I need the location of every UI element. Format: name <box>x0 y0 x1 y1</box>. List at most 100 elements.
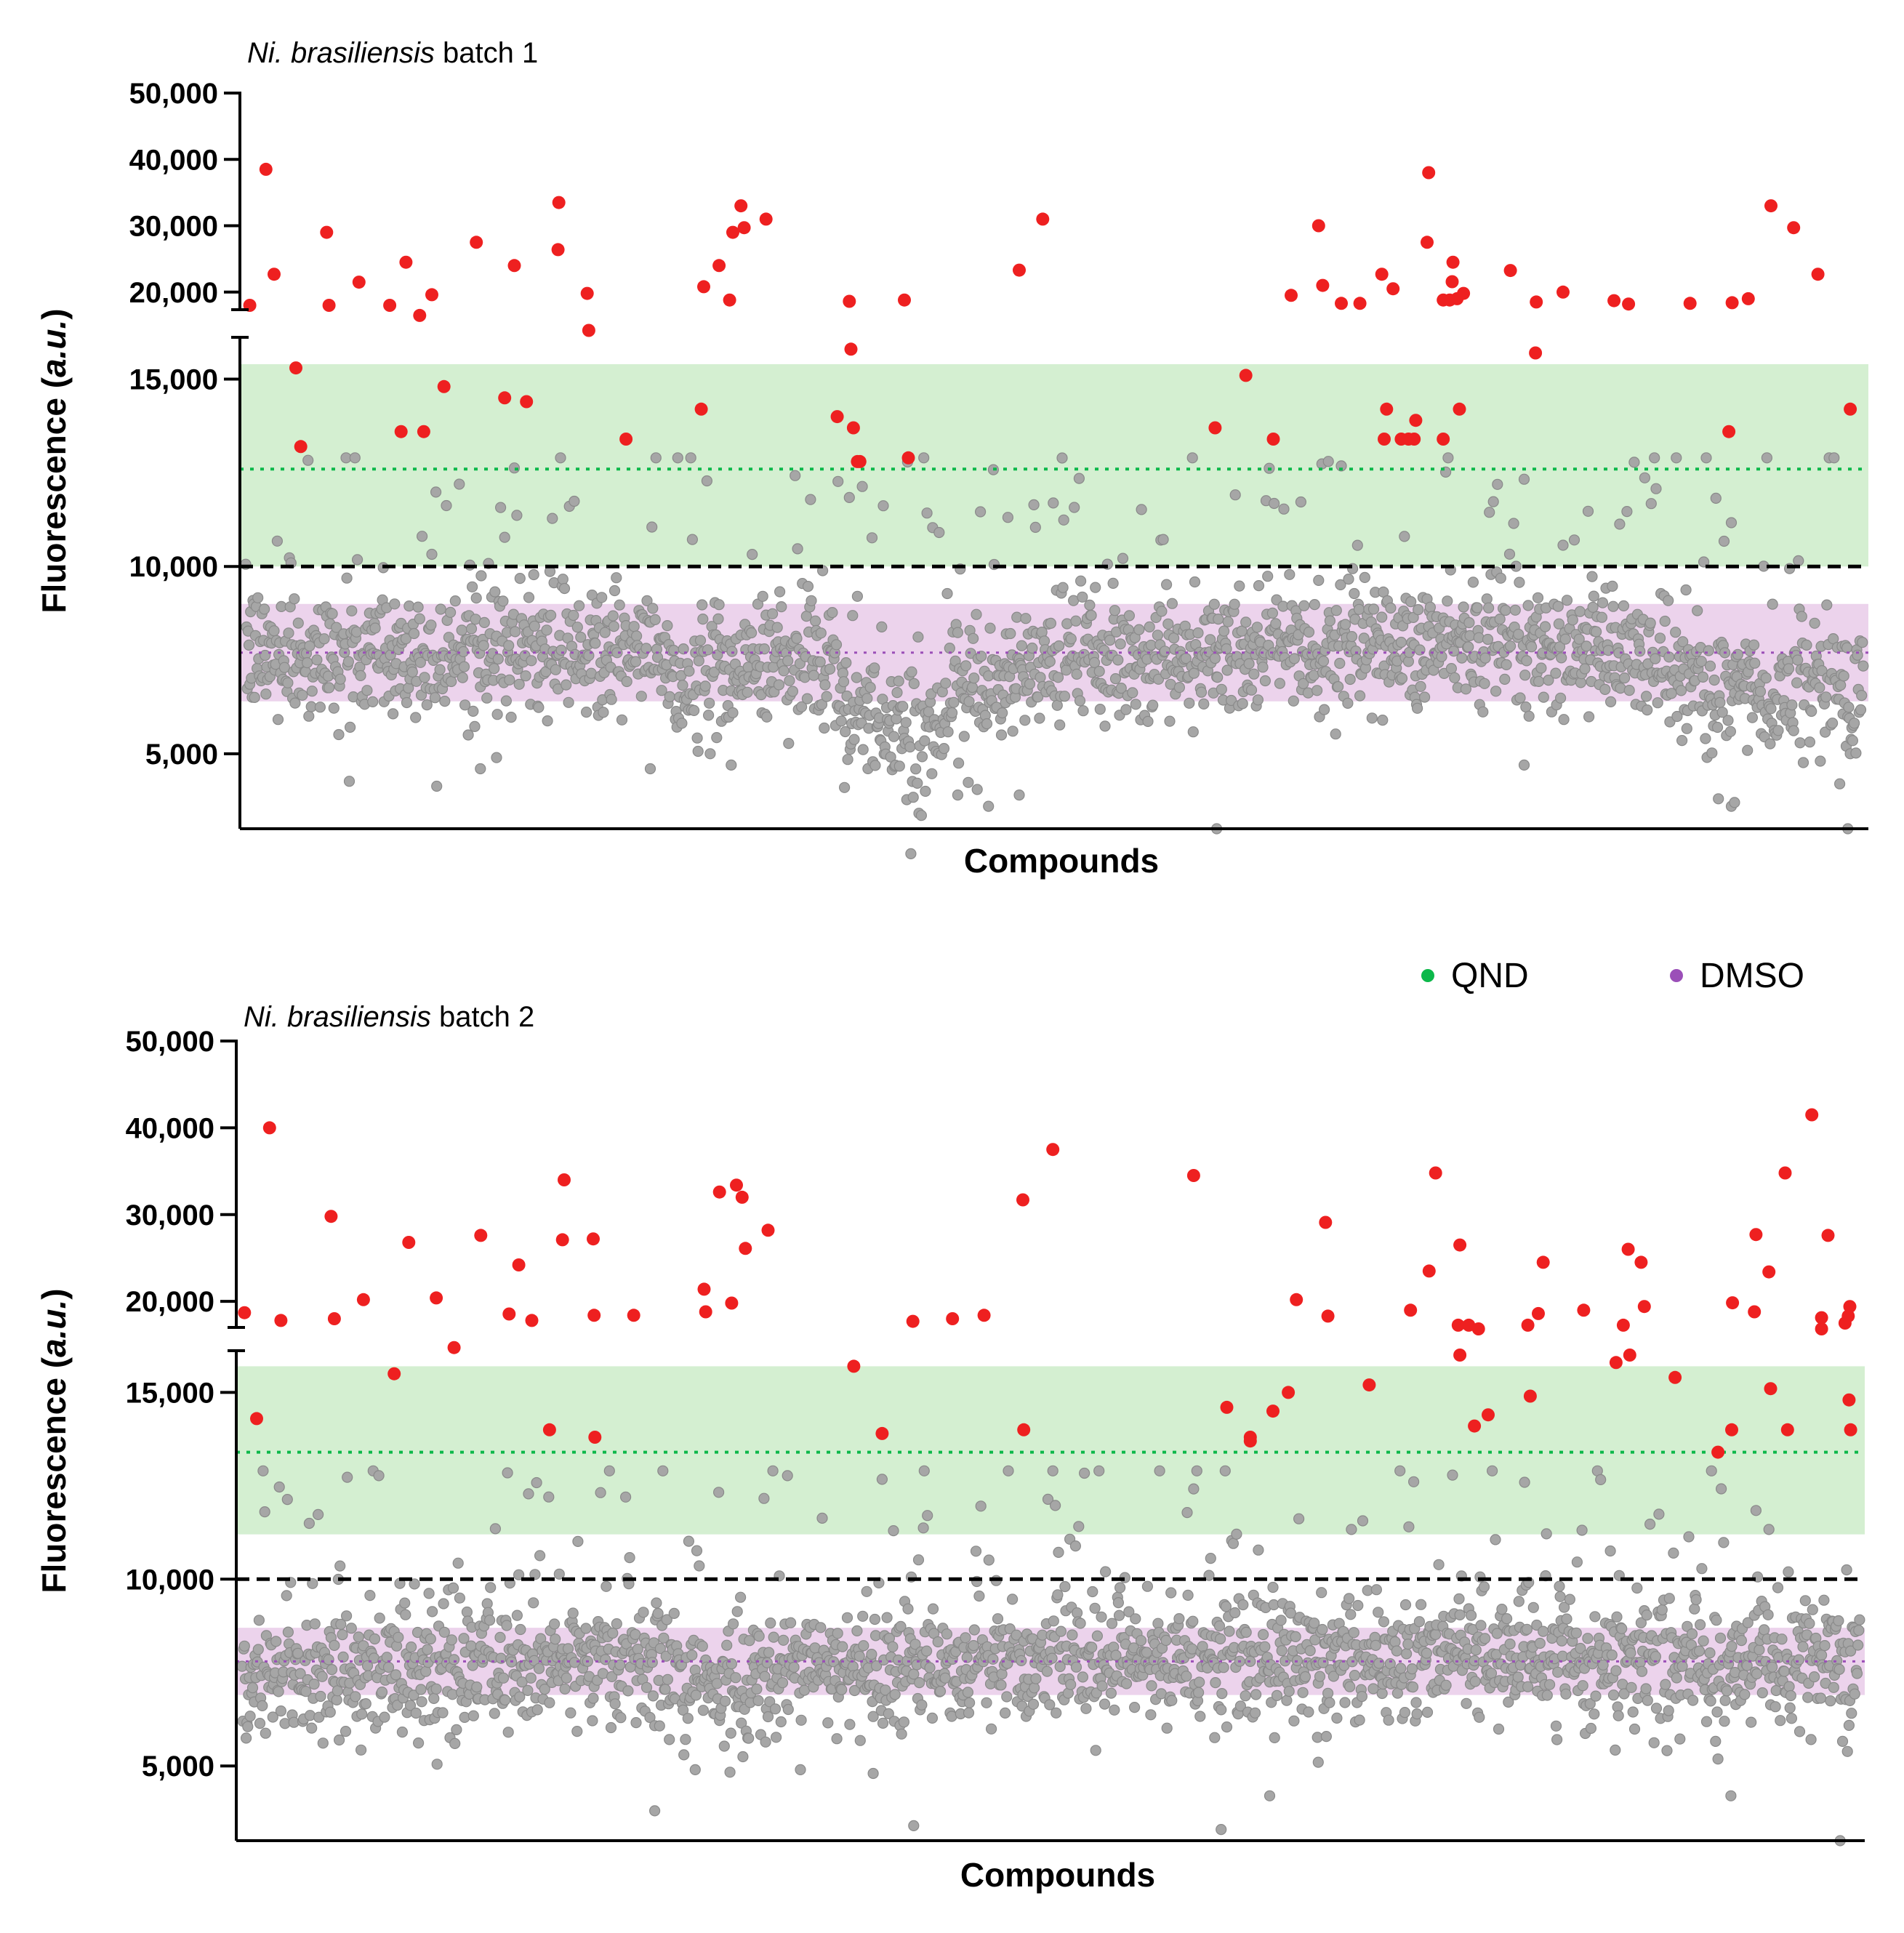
hit-point <box>238 1306 252 1319</box>
non-hit-point <box>268 625 280 637</box>
non-hit-point <box>437 1707 449 1719</box>
non-hit-point <box>306 686 318 697</box>
hit-point <box>1266 433 1280 446</box>
non-hit-point <box>243 639 255 651</box>
non-hit-point <box>444 606 457 619</box>
non-hit-point <box>836 1684 848 1695</box>
non-hit-point <box>1697 671 1709 683</box>
panel-title: Ni. brasiliensis batch 1 <box>247 37 538 69</box>
non-hit-point <box>1344 673 1356 686</box>
y-tick-label: 15,000 <box>126 1377 214 1409</box>
non-hit-point <box>1460 683 1472 695</box>
non-hit-point <box>912 777 923 789</box>
non-hit-point <box>1710 492 1722 505</box>
non-hit-point <box>1746 1716 1757 1728</box>
non-hit-point <box>1552 1666 1564 1678</box>
non-hit-point <box>1157 534 1169 545</box>
hit-point <box>394 425 408 438</box>
non-hit-point <box>678 1749 690 1761</box>
non-hit-point <box>851 1625 863 1636</box>
non-hit-point <box>595 1487 606 1498</box>
non-hit-point <box>466 581 478 592</box>
non-hit-point <box>926 1712 939 1724</box>
non-hit-point <box>447 1582 459 1594</box>
non-hit-point <box>1793 555 1804 567</box>
non-hit-point <box>457 672 468 683</box>
non-hit-point <box>816 1512 828 1524</box>
non-hit-point <box>1505 640 1517 652</box>
non-hit-point <box>1792 654 1804 666</box>
non-hit-point <box>1107 577 1119 590</box>
non-hit-point <box>609 1698 621 1710</box>
non-hit-point <box>975 1500 987 1512</box>
non-hit-point <box>381 1652 393 1663</box>
non-hit-point <box>1550 1720 1562 1732</box>
non-hit-point <box>1399 531 1410 542</box>
non-hit-point <box>1221 664 1233 676</box>
non-hit-point <box>694 1560 705 1572</box>
non-hit-point <box>1722 715 1734 726</box>
non-hit-point <box>1349 587 1360 600</box>
non-hit-point <box>505 711 517 723</box>
hit-point <box>1375 268 1389 281</box>
non-hit-point <box>922 1510 933 1522</box>
non-hit-point <box>1534 1637 1546 1649</box>
non-hit-point <box>1705 1695 1716 1707</box>
non-hit-point <box>1030 1673 1042 1684</box>
non-hit-point <box>1096 1680 1108 1692</box>
non-hit-point <box>1479 1633 1491 1644</box>
non-hit-point <box>1339 1697 1351 1708</box>
non-hit-point <box>1838 670 1849 682</box>
non-hit-point <box>1490 686 1502 697</box>
non-hit-point <box>1469 1676 1481 1687</box>
non-hit-point <box>1719 1695 1731 1706</box>
non-hit-point <box>799 672 811 683</box>
non-hit-point <box>1354 1714 1365 1726</box>
non-hit-point <box>324 1706 336 1718</box>
non-hit-point <box>497 1672 510 1684</box>
non-hit-point <box>360 1698 371 1710</box>
non-hit-point <box>1069 1540 1082 1552</box>
non-hit-point <box>854 1735 866 1746</box>
non-hit-point <box>1084 599 1096 611</box>
non-hit-point <box>334 673 346 685</box>
non-hit-point <box>580 706 593 718</box>
non-hit-point <box>1504 1638 1516 1650</box>
non-hit-point <box>1554 1580 1565 1592</box>
non-hit-point <box>827 606 838 619</box>
non-hit-point <box>260 649 271 662</box>
hit-point <box>507 259 521 273</box>
non-hit-point <box>350 1691 361 1703</box>
non-hit-point <box>454 1592 466 1604</box>
non-hit-point <box>1342 697 1354 710</box>
non-hit-point <box>1836 1735 1849 1747</box>
non-hit-point <box>766 608 779 619</box>
non-hit-point <box>696 1640 708 1652</box>
non-hit-point <box>1503 548 1516 560</box>
non-hit-point <box>913 1677 925 1689</box>
non-hit-point <box>1259 1641 1271 1652</box>
non-hit-point <box>1106 1617 1118 1629</box>
non-hit-point <box>974 506 987 518</box>
non-hit-point <box>1628 1723 1641 1735</box>
non-hit-point <box>346 605 358 616</box>
non-hit-point <box>534 1550 546 1562</box>
non-hit-point <box>790 470 801 481</box>
hit-point <box>1577 1303 1591 1317</box>
non-hit-point <box>1561 595 1573 606</box>
non-hit-point <box>1091 1630 1104 1641</box>
non-hit-point <box>1490 1534 1501 1546</box>
non-hit-point <box>607 1627 619 1639</box>
non-hit-point <box>438 1598 449 1610</box>
hit-point <box>1844 402 1857 416</box>
hit-point <box>901 451 915 465</box>
non-hit-point <box>877 500 889 512</box>
non-hit-point <box>1653 1508 1665 1520</box>
non-hit-point <box>1559 633 1571 645</box>
non-hit-point <box>1343 573 1354 585</box>
non-hit-point <box>1482 602 1495 614</box>
hit-point <box>542 1423 556 1436</box>
non-hit-point <box>745 627 758 639</box>
non-hit-point <box>1500 604 1511 616</box>
non-hit-point <box>1252 694 1264 706</box>
